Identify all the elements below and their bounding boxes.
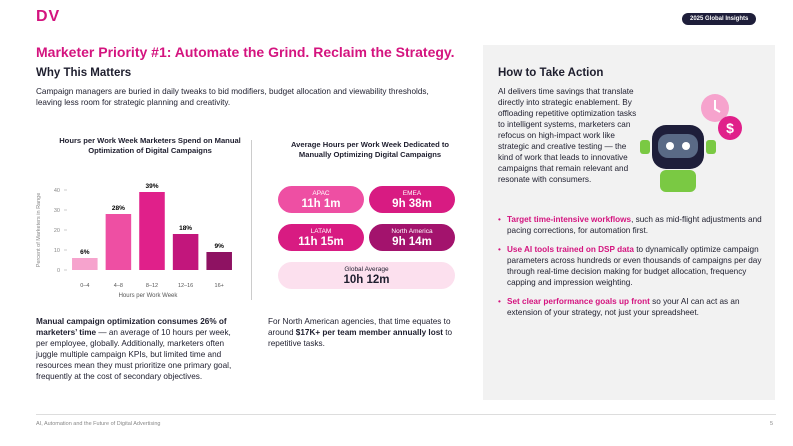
value-label: 6% (80, 249, 90, 256)
y-axis-label: Percent of Marketers in Range (36, 193, 42, 268)
bullets: Target time-intensive workflows, such as… (498, 214, 763, 326)
divider (251, 140, 252, 300)
title: Marketer Priority #1: Automate the Grind… (36, 44, 455, 60)
global-pill: Global Average 10h 12m (278, 262, 455, 289)
y-tick-label: 30 (54, 208, 60, 214)
value-label: 9% (214, 243, 224, 250)
bullet: Set clear performance goals up front so … (498, 296, 763, 318)
region-value: 9h 38m (392, 198, 432, 210)
value-label: 28% (112, 205, 125, 212)
robot-illustration: $ (640, 94, 742, 192)
value-label: 18% (179, 225, 192, 232)
note-bold: Manual campaign optimization consumes 26… (36, 317, 227, 337)
note-text: to repetitive tasks. (268, 328, 453, 348)
region-name: North America (391, 228, 433, 235)
region-name: APAC (312, 190, 330, 197)
y-tick-label: 10 (54, 248, 60, 254)
section-heading: Why This Matters (36, 67, 132, 79)
region-name: EMEA (402, 190, 422, 197)
bar (206, 252, 232, 270)
chart-title: Hours per Work Week Marketers Spend on M… (59, 136, 241, 155)
y-tick-label: 40 (54, 188, 60, 194)
page-number: 5 (770, 421, 774, 427)
regional-title: Average Hours per Work Week Dedicated to… (290, 140, 450, 159)
badge: 2025 Global Insights (682, 13, 757, 25)
bar (105, 214, 132, 270)
bullet: Target time-intensive workflows, such as… (498, 214, 763, 236)
bar (139, 192, 165, 270)
x-tick-label: 8–12 (146, 283, 158, 289)
y-tick-label: 20 (54, 228, 60, 234)
note: For North American agencies, that time e… (268, 316, 468, 349)
bullet-bold: Use AI tools trained on DSP data (507, 245, 634, 254)
paragraph: AI delivers time savings that translate … (498, 87, 637, 184)
bullet: Use AI tools trained on DSP data to dyna… (498, 244, 763, 288)
region-pill: APAC 11h 1m (278, 186, 364, 213)
bullet-text: to dynamically optimize campaign paramet… (507, 245, 762, 287)
bar (172, 234, 199, 270)
x-axis-label: Hours per Work Week (119, 293, 179, 299)
note-text: — an average of 10 hours per week, per e… (36, 328, 232, 381)
x-tick-label: 0–4 (80, 283, 89, 289)
chart: Hours per Work Week Marketers Spend on M… (36, 136, 241, 299)
region-pill: EMEA 9h 38m (369, 186, 455, 213)
region-pill: North America 9h 14m (369, 224, 455, 251)
global-value: 10h 12m (343, 274, 390, 286)
note-text: For North American agencies, that time e… (268, 317, 451, 337)
paragraph: Campaign managers are buried in daily tw… (36, 87, 429, 107)
y-tick-label: 0 (57, 268, 60, 274)
x-tick-label: 16+ (215, 283, 224, 289)
section-heading: How to Take Action (498, 67, 604, 79)
bullet-text: , such as mid-flight adjustments and pac… (507, 215, 762, 235)
region-pill: LATAM 11h 15m (278, 224, 364, 251)
note: Manual campaign optimization consumes 26… (36, 316, 241, 382)
region-name: LATAM (310, 228, 332, 235)
bullet-bold: Set clear performance goals up front (507, 297, 650, 306)
region-value: 11h 15m (298, 236, 344, 248)
footer-rule (36, 414, 776, 415)
region-value: 9h 14m (392, 236, 432, 248)
svg-text:$: $ (726, 120, 734, 136)
bullet-text: so your AI can act as an extension of yo… (507, 297, 740, 317)
bar (72, 258, 98, 270)
x-tick-label: 4–8 (114, 283, 123, 289)
region-value: 11h 1m (301, 198, 341, 210)
global-name: Global Average (344, 266, 389, 273)
bullet-bold: Target time-intensive workflows (507, 215, 632, 224)
footer-text: AI, Automation and the Future of Digital… (36, 421, 161, 427)
logo: DV (36, 8, 61, 25)
note-bold: $17K+ per team member annually lost (295, 328, 443, 337)
x-tick-label: 12–16 (178, 283, 193, 289)
value-label: 39% (145, 183, 158, 190)
